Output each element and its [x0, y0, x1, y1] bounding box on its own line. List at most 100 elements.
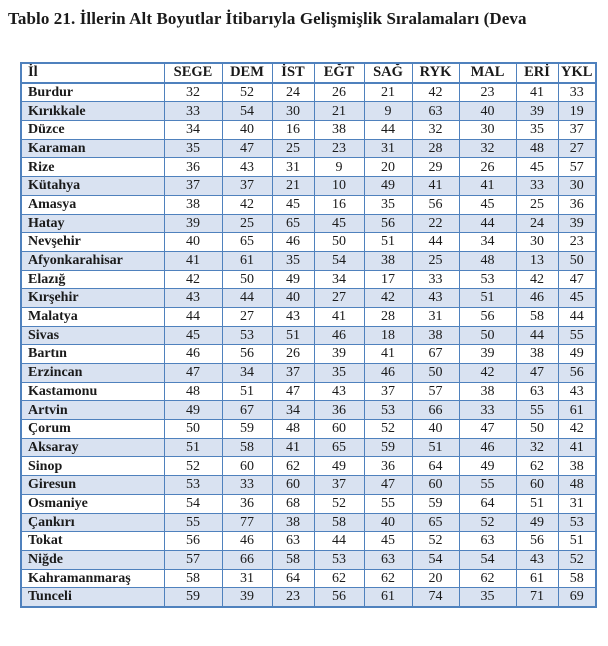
rank-value-cell: 30 — [557, 176, 597, 196]
rank-value-cell: 67 — [221, 400, 273, 421]
rank-value-cell: 66 — [411, 400, 460, 421]
rank-value-cell: 56 — [363, 213, 413, 234]
rank-value-cell: 56 — [313, 587, 365, 608]
rank-value-cell: 47 — [221, 138, 273, 159]
table-row: Çorum 50 59 48 60 52 40 47 50 42 — [20, 419, 597, 439]
table-row: Sinop 52 60 62 49 36 64 49 62 38 — [20, 456, 597, 477]
rank-value-cell: 19 — [557, 101, 597, 122]
rank-value-cell: 65 — [271, 213, 315, 234]
rank-value-cell: 54 — [313, 250, 365, 271]
rank-value-cell: 57 — [411, 381, 460, 402]
rank-value-cell: 37 — [221, 176, 273, 196]
province-name-cell: Osmaniye — [20, 493, 165, 514]
table-title: Tablo 21. İllerin Alt Boyutlar İtibarıyl… — [8, 9, 527, 28]
rank-value-cell: 40 — [163, 232, 223, 252]
rank-value-cell: 52 — [557, 549, 597, 570]
rank-value-cell: 36 — [557, 194, 597, 215]
rank-value-cell: 38 — [458, 381, 517, 402]
rank-value-cell: 38 — [313, 120, 365, 140]
rank-value-cell: 53 — [313, 549, 365, 570]
rank-value-cell: 37 — [313, 475, 365, 495]
table-row: Karaman 35 47 25 23 31 28 32 48 27 — [20, 138, 597, 159]
province-name-cell: Hatay — [20, 213, 165, 234]
rank-value-cell: 35 — [515, 120, 559, 140]
column-header: EĞT — [313, 62, 365, 84]
rank-value-cell: 59 — [363, 437, 413, 458]
rank-value-cell: 60 — [313, 419, 365, 439]
rank-value-cell: 51 — [363, 232, 413, 252]
province-name-cell: Burdur — [20, 82, 165, 103]
table-header-row: İl SEGE DEM İST EĞT SAĞ RYK MAL ERİ YKL — [20, 62, 597, 84]
rank-value-cell: 63 — [411, 101, 460, 122]
rank-value-cell: 23 — [458, 82, 517, 103]
column-header: İST — [271, 62, 315, 84]
rank-value-cell: 53 — [221, 325, 273, 346]
rank-value-cell: 37 — [163, 176, 223, 196]
rank-value-cell: 53 — [363, 400, 413, 421]
rank-value-cell: 27 — [313, 288, 365, 308]
rank-value-cell: 56 — [163, 531, 223, 551]
column-header: MAL — [458, 62, 517, 84]
rank-value-cell: 65 — [313, 437, 365, 458]
rank-value-cell: 38 — [411, 325, 460, 346]
rank-value-cell: 64 — [271, 568, 315, 589]
table-row: Çankırı 55 77 38 58 40 65 52 49 53 — [20, 512, 597, 533]
rank-value-cell: 48 — [271, 419, 315, 439]
table-row: Elazığ 42 50 49 34 17 33 53 42 47 — [20, 269, 597, 290]
rank-value-cell: 49 — [163, 400, 223, 421]
rank-value-cell: 17 — [363, 269, 413, 290]
table-row: Malatya 44 27 43 41 28 31 56 58 44 — [20, 306, 597, 327]
table-row: Tokat 56 46 63 44 45 52 63 56 51 — [20, 531, 597, 551]
rank-value-cell: 41 — [411, 176, 460, 196]
rank-value-cell: 63 — [515, 381, 559, 402]
rank-value-cell: 26 — [313, 82, 365, 103]
rank-value-cell: 46 — [458, 437, 517, 458]
rank-value-cell: 32 — [458, 138, 517, 159]
rank-value-cell: 24 — [271, 82, 315, 103]
rank-value-cell: 21 — [271, 176, 315, 196]
rank-value-cell: 42 — [163, 269, 223, 290]
table-row: Kahramanmaraş 58 31 64 62 62 20 62 61 58 — [20, 568, 597, 589]
rank-value-cell: 34 — [163, 120, 223, 140]
province-name-cell: Elazığ — [20, 269, 165, 290]
rank-value-cell: 58 — [163, 568, 223, 589]
rank-value-cell: 49 — [515, 512, 559, 533]
rank-value-cell: 45 — [271, 194, 315, 215]
rank-value-cell: 37 — [557, 120, 597, 140]
rank-value-cell: 43 — [271, 306, 315, 327]
province-name-cell: Karaman — [20, 138, 165, 159]
rank-value-cell: 27 — [221, 306, 273, 327]
rank-value-cell: 23 — [557, 232, 597, 252]
rank-value-cell: 10 — [313, 176, 365, 196]
province-name-cell: Nevşehir — [20, 232, 165, 252]
rank-value-cell: 48 — [515, 138, 559, 159]
rank-value-cell: 43 — [411, 288, 460, 308]
rank-value-cell: 31 — [557, 493, 597, 514]
province-name-cell: Erzincan — [20, 363, 165, 383]
rank-value-cell: 38 — [515, 344, 559, 364]
table-row: Kırşehir 43 44 40 27 42 43 51 46 45 — [20, 288, 597, 308]
rank-value-cell: 59 — [163, 587, 223, 608]
rank-value-cell: 58 — [515, 306, 559, 327]
rank-value-cell: 64 — [458, 493, 517, 514]
province-name-cell: Tokat — [20, 531, 165, 551]
rank-value-cell: 16 — [271, 120, 315, 140]
rank-value-cell: 20 — [363, 157, 413, 178]
rank-value-cell: 24 — [515, 213, 559, 234]
province-name-cell: Niğde — [20, 549, 165, 570]
province-name-cell: Çorum — [20, 419, 165, 439]
rank-value-cell: 68 — [271, 493, 315, 514]
rank-value-cell: 46 — [221, 531, 273, 551]
province-name-cell: Giresun — [20, 475, 165, 495]
rank-value-cell: 50 — [557, 250, 597, 271]
rank-value-cell: 42 — [221, 194, 273, 215]
column-header: SAĞ — [363, 62, 413, 84]
province-name-cell: Bartın — [20, 344, 165, 364]
rank-value-cell: 28 — [363, 306, 413, 327]
column-header: ERİ — [515, 62, 559, 84]
rank-value-cell: 65 — [411, 512, 460, 533]
rank-value-cell: 50 — [411, 363, 460, 383]
development-rankings-table: İl SEGE DEM İST EĞT SAĞ RYK MAL ERİ YKL Burdur 32 5… — [20, 62, 597, 608]
rank-value-cell: 57 — [163, 549, 223, 570]
rank-value-cell: 51 — [271, 325, 315, 346]
